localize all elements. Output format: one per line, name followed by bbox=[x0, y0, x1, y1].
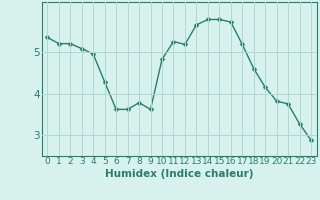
X-axis label: Humidex (Indice chaleur): Humidex (Indice chaleur) bbox=[105, 169, 253, 179]
